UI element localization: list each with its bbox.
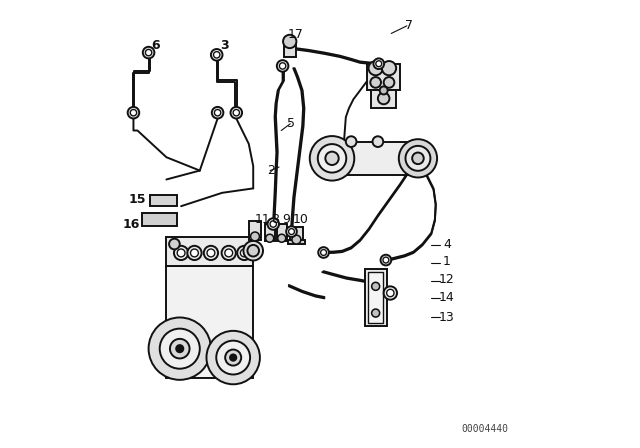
Text: 4: 4 [443, 237, 451, 250]
Circle shape [250, 232, 259, 241]
Text: 16: 16 [122, 217, 140, 231]
Text: 17: 17 [287, 28, 303, 41]
Circle shape [176, 345, 183, 352]
Text: 11: 11 [254, 213, 270, 226]
Circle shape [289, 228, 294, 234]
Circle shape [177, 249, 185, 257]
Text: 3: 3 [220, 39, 228, 52]
Bar [333, 142, 416, 175]
Circle shape [383, 257, 389, 263]
Circle shape [325, 152, 339, 165]
Circle shape [268, 218, 279, 230]
Circle shape [248, 245, 259, 257]
Circle shape [310, 136, 355, 181]
Circle shape [406, 146, 431, 171]
Circle shape [233, 109, 239, 116]
Circle shape [191, 249, 198, 257]
Circle shape [221, 246, 236, 260]
Text: 9: 9 [283, 213, 291, 226]
Circle shape [148, 318, 211, 380]
Circle shape [277, 60, 289, 72]
Circle shape [230, 354, 236, 361]
Bar [150, 195, 177, 206]
Text: 8: 8 [271, 213, 280, 226]
Circle shape [212, 107, 223, 118]
Circle shape [387, 289, 394, 297]
Bar [265, 224, 275, 241]
Circle shape [381, 255, 391, 265]
Text: 00004440: 00004440 [461, 424, 508, 434]
Bar [277, 224, 287, 241]
Text: 14: 14 [439, 291, 455, 304]
Circle shape [318, 144, 346, 172]
Circle shape [372, 136, 383, 147]
Text: 15: 15 [129, 193, 146, 206]
Text: 6: 6 [151, 39, 159, 52]
Circle shape [145, 49, 152, 56]
Circle shape [169, 239, 180, 250]
Circle shape [371, 77, 381, 88]
Circle shape [243, 241, 263, 260]
Bar [371, 90, 396, 108]
Circle shape [318, 247, 329, 258]
Text: 12: 12 [439, 273, 455, 286]
Circle shape [207, 331, 260, 384]
Circle shape [188, 246, 202, 260]
Bar [367, 64, 400, 90]
Circle shape [225, 249, 233, 257]
Circle shape [214, 109, 221, 116]
Circle shape [214, 52, 220, 58]
Text: 2: 2 [267, 164, 275, 177]
Circle shape [230, 107, 242, 118]
Circle shape [266, 234, 274, 242]
Circle shape [270, 221, 276, 227]
Bar [249, 221, 261, 240]
Circle shape [412, 152, 424, 164]
Circle shape [383, 286, 397, 300]
Bar [365, 268, 387, 327]
Text: 10: 10 [293, 213, 308, 226]
Circle shape [382, 61, 396, 75]
Circle shape [286, 226, 297, 237]
Circle shape [383, 77, 394, 88]
Circle shape [372, 309, 380, 317]
Circle shape [174, 246, 188, 260]
Circle shape [378, 93, 390, 104]
Circle shape [216, 340, 250, 375]
Circle shape [283, 35, 296, 48]
Circle shape [399, 139, 437, 177]
Bar [284, 42, 296, 57]
Circle shape [369, 61, 383, 75]
Circle shape [131, 109, 136, 116]
Bar [166, 266, 253, 378]
Bar [166, 237, 253, 266]
Circle shape [237, 246, 252, 260]
Circle shape [204, 246, 218, 260]
Circle shape [373, 58, 384, 69]
Circle shape [280, 63, 286, 69]
Text: 7: 7 [405, 19, 413, 32]
Bar [368, 272, 383, 323]
Circle shape [207, 249, 215, 257]
Circle shape [380, 86, 388, 95]
Circle shape [292, 235, 301, 244]
Text: 13: 13 [439, 311, 455, 324]
Circle shape [321, 250, 326, 255]
Circle shape [170, 339, 189, 358]
Circle shape [376, 61, 381, 67]
Bar [290, 227, 303, 243]
Circle shape [143, 47, 154, 58]
Text: 5: 5 [287, 117, 295, 130]
Circle shape [372, 282, 380, 290]
Bar [288, 241, 305, 244]
Circle shape [127, 107, 140, 118]
Circle shape [160, 329, 200, 369]
Text: 1: 1 [443, 255, 451, 268]
Circle shape [225, 349, 241, 366]
Circle shape [278, 234, 285, 242]
Circle shape [211, 49, 223, 60]
Bar [142, 213, 177, 226]
Circle shape [346, 136, 356, 147]
Circle shape [241, 249, 248, 257]
